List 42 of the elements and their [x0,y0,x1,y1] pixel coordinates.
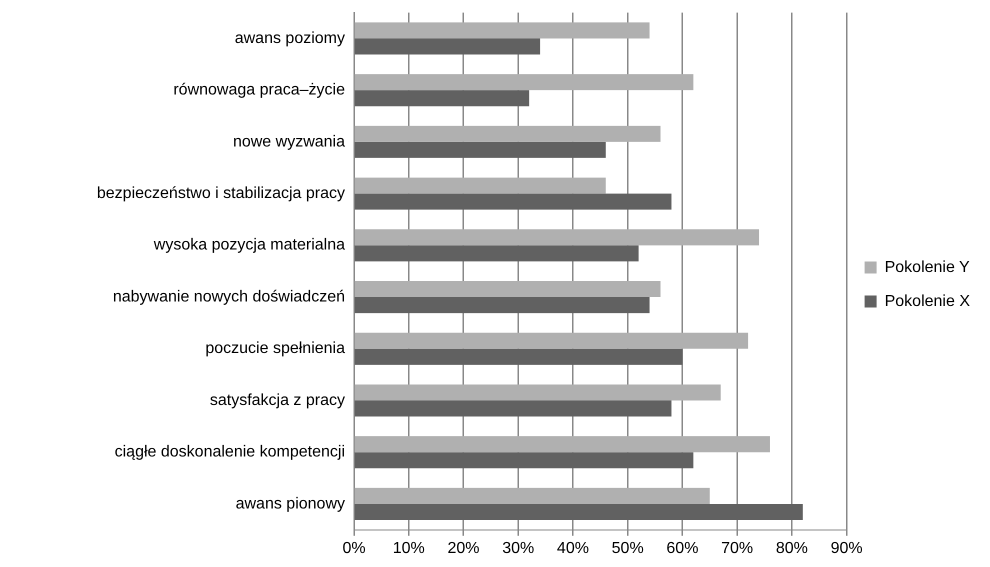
bar [354,90,530,106]
y-tick-label: bezpieczeństwo i stabilizacja pracy [96,185,345,202]
bar [354,245,639,262]
x-tick-label: 30% [502,540,534,557]
bar [354,332,748,349]
x-tick-label: 60% [666,540,698,557]
x-tick-label: 20% [447,540,480,557]
y-tick-label: równowaga praca–życie [173,82,346,99]
bar [354,142,606,158]
bar [354,400,672,417]
bar [354,126,661,142]
y-tick-label: wysoka pozycja materialna [152,236,346,254]
bar [354,488,710,504]
bar [354,22,650,38]
y-tick-label: awans poziomy [234,30,345,47]
y-tick-label: satysfakcja z pracy [210,392,345,409]
legend-label: Pokolenie X [884,292,970,310]
x-tick-label: 70% [721,540,754,557]
bar [354,74,694,90]
bar [354,348,682,365]
y-tick-label: nowe wyzwania [232,133,346,150]
bar [354,281,661,298]
x-tick-label: 50% [612,540,644,557]
bar [354,452,694,468]
bar [354,194,672,210]
y-tick-label: ciągłe doskonalenie kompetencji [114,444,345,461]
x-tick-label: 0% [342,540,366,557]
x-tick-label: 80% [776,540,808,557]
bar [354,297,650,314]
x-tick-label: 10% [392,540,425,557]
bar [354,178,606,194]
bar [354,436,770,452]
bar [354,229,760,246]
y-tick-label: poczucie spełnienia [205,340,346,358]
bar [354,504,803,520]
y-tick-label: nabywanie nowych doświadczeń [112,288,345,306]
y-tick-label: awans pionowy [236,495,345,512]
bar [354,384,721,400]
legend-label: Pokolenie Y [884,258,970,276]
x-tick-label: 90% [830,540,863,557]
bar [354,38,540,54]
x-tick-label: 40% [556,540,589,557]
